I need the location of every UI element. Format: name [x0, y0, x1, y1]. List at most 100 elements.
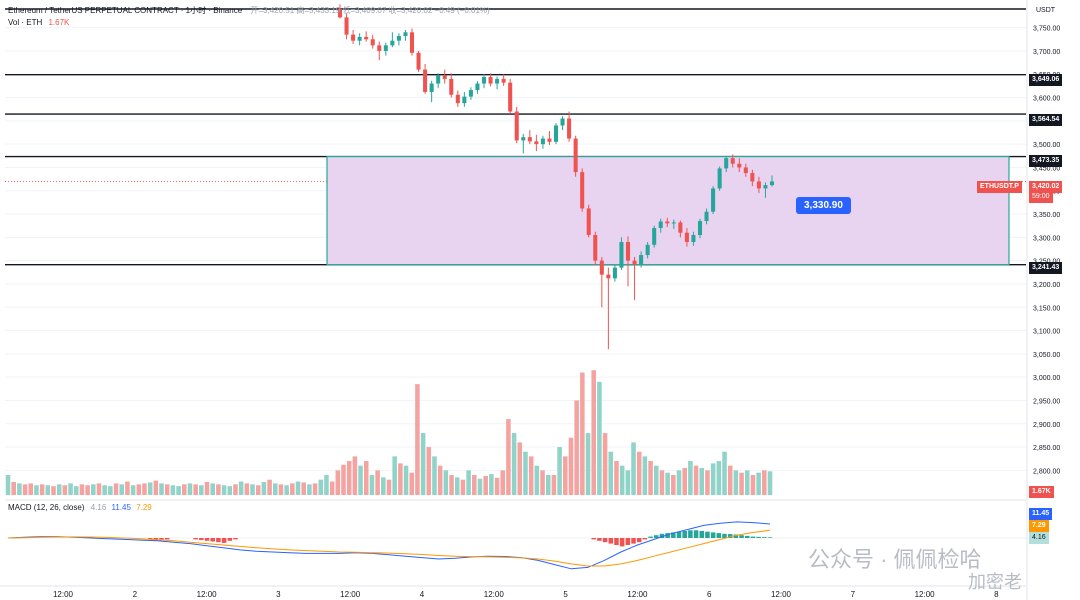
candle-body: [462, 96, 467, 104]
level-label-3564: 3,564.54: [1029, 114, 1063, 126]
macd-histogram-bar: [676, 531, 682, 538]
time-tick-label: 12:00: [627, 590, 648, 599]
volume-bar: [290, 483, 295, 495]
candle-body: [724, 158, 729, 169]
volume-bar: [744, 470, 750, 495]
macd-pane: [5, 499, 1026, 570]
macd-histogram-bar: [733, 534, 739, 538]
volume-bar: [34, 485, 39, 495]
macd-histogram-bar: [221, 538, 227, 543]
macd-histogram-bar: [682, 531, 687, 538]
price-tick-label: 3,600.00: [1033, 96, 1060, 103]
candle-body: [521, 137, 526, 141]
volume-bar: [136, 484, 142, 495]
volume-bar: [113, 483, 119, 495]
watermark-text: 公众号 · 佩佩检哈: [808, 547, 982, 572]
candle-body: [639, 255, 644, 265]
symbol-tag: ETHUSDT.P: [977, 181, 1022, 193]
volume-bar: [636, 451, 642, 495]
volume-bar: [267, 479, 272, 495]
time-tick-label: 12:00: [915, 590, 936, 599]
candle-body: [553, 125, 559, 142]
volume-bar: [705, 470, 710, 495]
candle-body: [409, 32, 415, 53]
candle-body: [711, 188, 716, 212]
volume-bar: [68, 483, 73, 495]
volume-bar: [199, 485, 204, 495]
time-axis: 12:00 2 12:00 3 12:00 4 12:00 5 12:00 6 12:00 7 12:0…: [0, 585, 1026, 599]
candle-body: [534, 141, 539, 145]
candle-body: [396, 36, 401, 41]
volume-bar: [375, 470, 380, 495]
candle-body: [429, 83, 434, 92]
candle-body: [449, 78, 454, 95]
candle-body: [652, 228, 657, 245]
volume-bar: [500, 470, 506, 495]
candle-body: [455, 94, 460, 104]
volume-bar: [727, 465, 733, 495]
candle-body: [337, 9, 343, 18]
volume-bar: [409, 472, 415, 495]
macd-legend: MACD (12, 26, close) 4.16 11.45 7.29: [8, 503, 152, 512]
price-tick-label: 2,850.00: [1033, 445, 1060, 452]
volume-bar: [91, 484, 96, 495]
candle-body: [416, 52, 421, 70]
candle-body: [599, 260, 604, 275]
zone-rect: [326, 155, 1010, 266]
volume-bar: [619, 465, 625, 495]
time-tick-label: 2: [133, 590, 138, 599]
macd-label[interactable]: MACD (12, 26, close): [8, 503, 85, 512]
volume-bar: [381, 477, 386, 495]
candle-body: [704, 211, 709, 222]
volume-bar: [710, 463, 716, 495]
volume-bar: [182, 484, 187, 495]
candle-body: [573, 138, 578, 173]
trendline-callout[interactable]: 3,330.90: [796, 197, 851, 214]
candle-body: [527, 137, 532, 142]
macd-histogram-bar: [722, 533, 727, 538]
time-tick-label: 3: [276, 590, 281, 599]
candle-body: [625, 242, 631, 261]
volume-bar: [762, 470, 767, 495]
currency-label[interactable]: USDT: [1036, 7, 1056, 14]
volume-bar: [733, 470, 739, 495]
macd-value-1: 4.16: [90, 503, 107, 512]
macd-histogram-bar: [710, 532, 716, 538]
volume-bar: [437, 465, 443, 495]
volume-bars: [5, 370, 773, 495]
candle-body: [671, 222, 676, 224]
volume-bar: [557, 447, 562, 495]
macd-tag-2: 7.29: [1029, 520, 1049, 532]
macd-histogram-bar: [716, 533, 722, 538]
macd-line: [7, 521, 771, 570]
volume-bar: [119, 484, 125, 495]
candle-body: [586, 208, 591, 236]
macd-histogram-bar: [693, 530, 699, 538]
volume-bar: [420, 433, 426, 495]
volume-tag: 1.67K: [1029, 486, 1054, 498]
volume-bar: [614, 461, 619, 495]
volume-bar: [238, 481, 244, 495]
volume-bar: [756, 472, 761, 495]
volume-bar: [204, 482, 210, 495]
level-label-3649: 3,649.06: [1029, 74, 1063, 86]
candle-body: [593, 235, 598, 261]
volume-bar: [56, 484, 62, 495]
volume-bar: [363, 461, 369, 495]
chart-header: Ethereum / TetherUS PERPETUAL CONTRACT ·…: [8, 5, 490, 16]
candlesticks: [337, 4, 775, 350]
volume-bar: [335, 470, 341, 495]
candle-body: [481, 77, 487, 84]
price-tick-label: 3,750.00: [1033, 26, 1060, 33]
candle-body: [436, 75, 441, 84]
volume-bar: [272, 483, 278, 495]
candle-body: [468, 90, 473, 97]
candle-body: [769, 181, 775, 186]
macd-histogram-bar: [631, 538, 636, 544]
candle-body: [619, 242, 624, 268]
macd-value-3: 7.29: [136, 503, 152, 512]
signal-line: [7, 529, 771, 567]
symbol-title[interactable]: Ethereum / TetherUS PERPETUAL CONTRACT ·…: [8, 6, 243, 15]
candle-body: [684, 232, 689, 243]
